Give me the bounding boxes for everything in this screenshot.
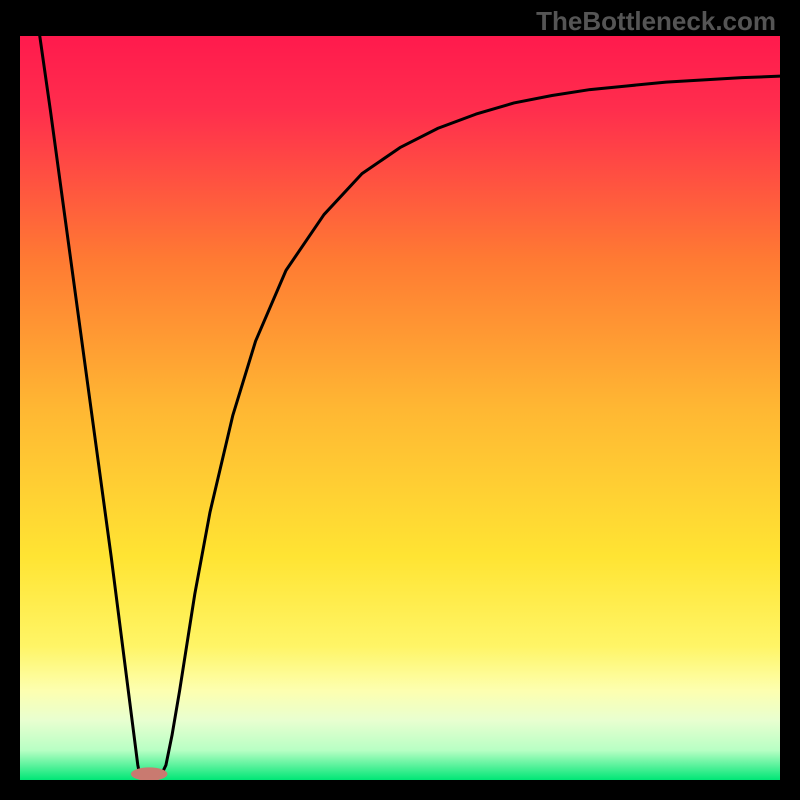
- border-bottom: [0, 780, 800, 800]
- border-right: [780, 36, 800, 780]
- bottleneck-chart: TheBottleneck.com: [0, 0, 800, 800]
- watermark-text: TheBottleneck.com: [536, 6, 776, 37]
- optimal-point-marker: [131, 767, 167, 780]
- border-left: [0, 36, 20, 780]
- chart-svg: [0, 0, 800, 800]
